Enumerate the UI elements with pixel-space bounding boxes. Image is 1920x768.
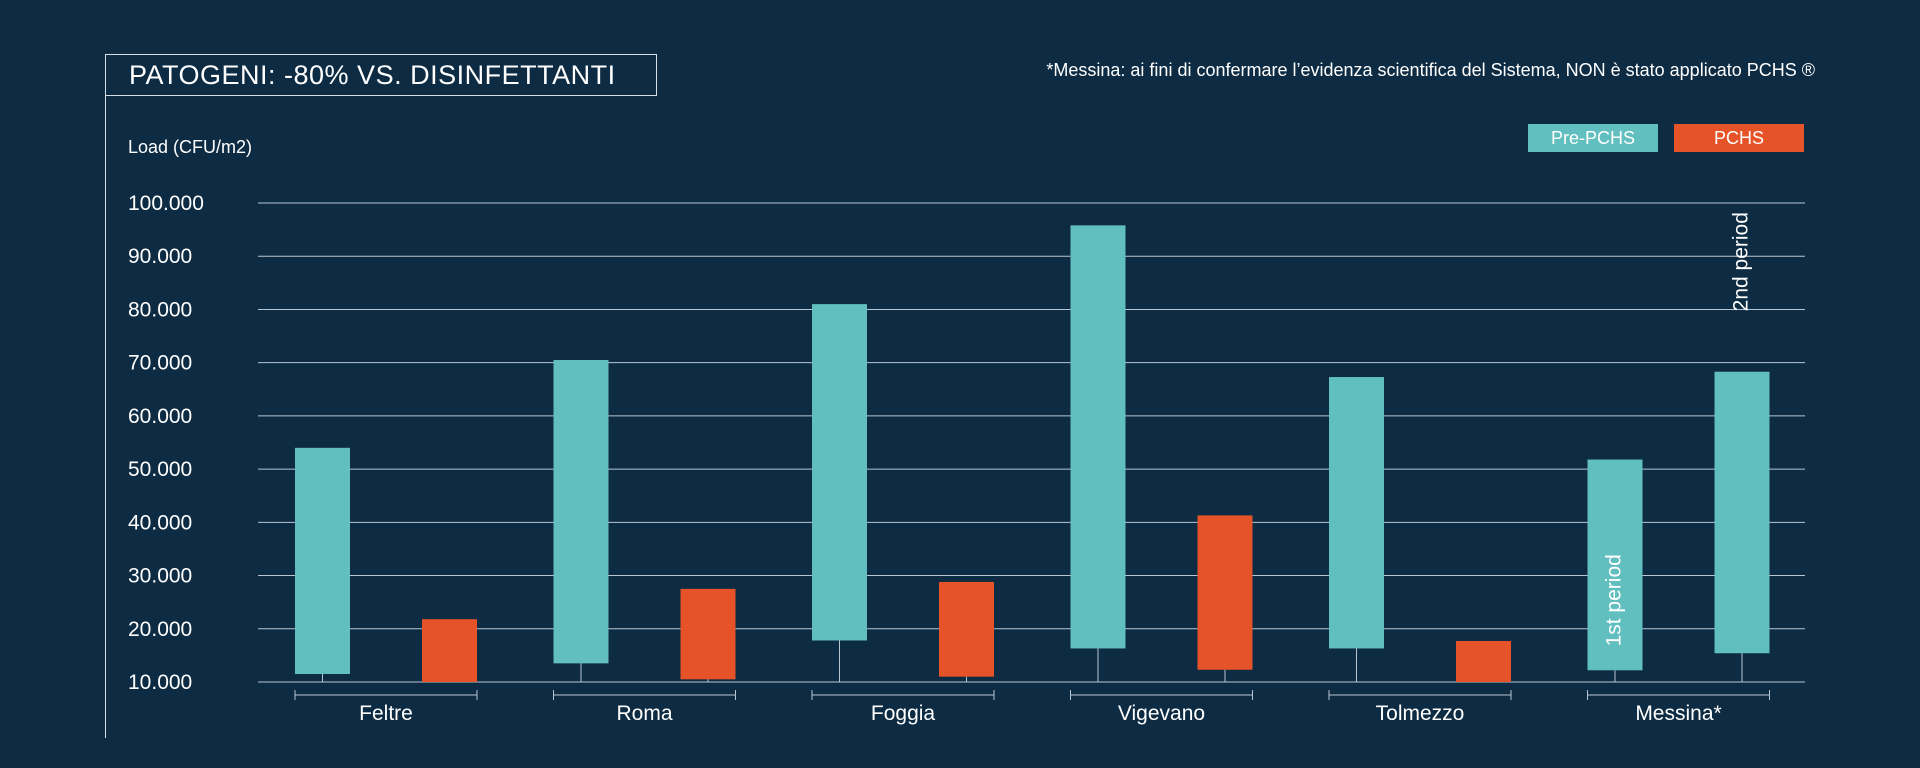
legend: Pre-PCHS PCHS xyxy=(1528,124,1804,152)
x-tick-label: Feltre xyxy=(359,702,413,725)
bar-pchs-tolmezzo xyxy=(1456,641,1511,682)
bar-pchs-foggia xyxy=(939,581,994,677)
bar-pre-pchs-messina xyxy=(1587,459,1643,671)
x-tick-label: Roma xyxy=(616,702,672,725)
y-tick-label: 90.000 xyxy=(128,245,192,268)
y-tick-label: 70.000 xyxy=(128,352,192,375)
title-rule xyxy=(105,96,106,738)
bar-period-label: 1st period xyxy=(1603,554,1626,646)
footnote: *Messina: ai fini di confermare l’eviden… xyxy=(1046,60,1815,80)
y-tick-label: 20.000 xyxy=(128,618,192,641)
x-tick-label: Vigevano xyxy=(1118,702,1205,725)
bar-pre-pchs-vigevano xyxy=(1070,225,1126,649)
legend-item-pre-pchs: Pre-PCHS xyxy=(1528,124,1658,152)
x-tick-label: Tolmezzo xyxy=(1376,702,1465,725)
y-tick-label: 10.000 xyxy=(128,671,192,694)
y-tick-label: 100.000 xyxy=(128,192,204,215)
y-tick-label: 60.000 xyxy=(128,405,192,428)
legend-item-pchs: PCHS xyxy=(1674,124,1804,152)
bar-pre-pchs-foggia xyxy=(812,304,867,641)
x-tick-label: Foggia xyxy=(871,702,936,725)
bar-pchs-roma xyxy=(680,588,736,680)
bar-pchs-feltre xyxy=(422,619,477,682)
y-axis-label: Load (CFU/m2) xyxy=(128,137,252,157)
x-tick-label: Messina* xyxy=(1635,702,1721,725)
chart-title: PATOGENI: -80% VS. DISINFETTANTI xyxy=(105,54,657,96)
y-tick-label: 50.000 xyxy=(128,458,192,481)
bar-pre-pchs-tolmezzo xyxy=(1329,377,1384,649)
bar-period-label: 2nd period xyxy=(1730,212,1753,311)
bar-pchs-messina xyxy=(1714,371,1770,654)
y-tick-label: 80.000 xyxy=(128,298,192,321)
y-tick-label: 40.000 xyxy=(128,511,192,534)
bar-pchs-vigevano xyxy=(1197,515,1253,670)
bar-pre-pchs-feltre xyxy=(295,447,350,675)
y-tick-label: 30.000 xyxy=(128,565,192,588)
bar-pre-pchs-roma xyxy=(553,360,609,664)
